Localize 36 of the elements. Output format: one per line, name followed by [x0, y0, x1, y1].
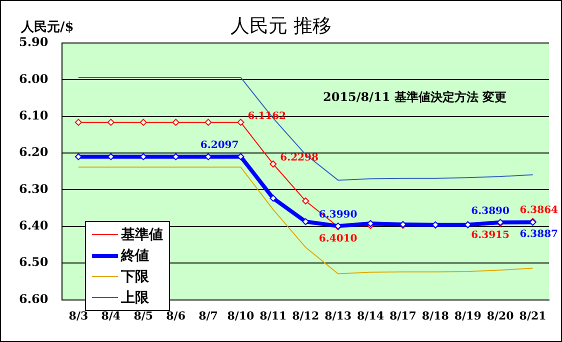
y-tick-label: 5.90: [18, 35, 48, 50]
y-tick-label: 6.60: [18, 292, 48, 306]
x-tick-label: 8/14: [357, 309, 384, 322]
data-label: 6.3887: [520, 228, 558, 240]
data-label: 6.4010: [318, 233, 358, 244]
data-label: 6.2097: [200, 140, 239, 152]
y-tick-label: 6.20: [18, 145, 48, 160]
data-label: 6.3890: [471, 206, 510, 217]
chart-title: 人民元 推移: [230, 15, 332, 37]
data-label: 6.3864: [520, 205, 558, 216]
x-tick-label: 8/13: [324, 309, 352, 322]
x-tick-label: 8/20: [486, 309, 514, 322]
x-tick-label: 8/7: [198, 309, 218, 322]
y-tick-label: 6.40: [18, 218, 48, 233]
x-tick-label: 8/21: [519, 309, 546, 322]
y-axis-title: 人民元/$: [21, 19, 74, 36]
x-tick-label: 8/17: [389, 309, 416, 322]
x-tick-label: 8/18: [422, 309, 450, 322]
x-tick-label: 8/19: [454, 309, 482, 322]
x-tick-label: 8/11: [260, 309, 287, 322]
x-tick-label: 8/4: [101, 309, 121, 322]
y-tick-label: 6.30: [18, 182, 48, 196]
legend-label: 基準値: [120, 226, 163, 244]
x-tick-label: 8/5: [134, 309, 154, 322]
y-tick-label: 6.00: [18, 72, 48, 86]
annotation: 2015/8/11 基準値決定方法 変更: [323, 89, 507, 106]
x-tick-label: 8/6: [166, 309, 186, 322]
legend-label: 下限: [120, 268, 150, 286]
legend-label: 終値: [120, 246, 150, 266]
y-tick-label: 6.50: [18, 255, 48, 270]
data-label: 6.3915: [471, 230, 510, 241]
legend-label: 上限: [120, 288, 150, 308]
x-tick-label: 8/12: [292, 309, 320, 322]
x-tick-label: 8/10: [227, 309, 255, 322]
y-tick-label: 6.10: [18, 108, 48, 122]
x-tick-label: 8/3: [68, 309, 88, 322]
